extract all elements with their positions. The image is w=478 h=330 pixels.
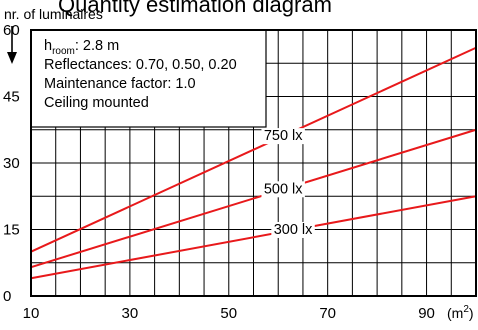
y-tick-label: 45	[3, 89, 20, 106]
info-h-room: hroom: 2.8 m	[44, 38, 119, 57]
tick-labels: 0 15 30 45 60 10 30 50 70 90	[3, 22, 435, 322]
x-tick-label: 10	[23, 305, 40, 322]
series-line-750-lx	[30, 46, 477, 253]
y-tick-label: 15	[3, 222, 20, 239]
series-label-background	[271, 221, 315, 238]
series-labels: 750 lx 500 lx 300 lx	[261, 128, 315, 238]
y-tick-label: 0	[3, 288, 11, 305]
x-tick-label: 70	[319, 305, 336, 322]
x-axis-unit: (m2)	[447, 304, 474, 321]
info-mounting: Ceiling mounted	[44, 95, 149, 111]
x-tick-label: 50	[220, 305, 237, 322]
series-line-500-lx	[30, 128, 477, 269]
y-axis-arrow	[7, 26, 17, 64]
info-reflectances: Reflectances: 0.70, 0.50, 0.20	[44, 57, 237, 73]
series-label-300-lx: 300 lx	[274, 222, 313, 238]
series-label-750-lx: 750 lx	[264, 128, 303, 144]
info-box-frame	[30, 29, 267, 128]
series-label-background	[261, 181, 305, 198]
y-tick-label: 30	[3, 155, 20, 172]
series-label-background	[261, 128, 305, 145]
y-axis-label: nr. of luminaires	[4, 6, 103, 22]
chart-title: Quantity estimation diagram	[58, 0, 332, 17]
series-label-500-lx: 500 lx	[264, 181, 303, 197]
info-box: hroom: 2.8 m Reflectances: 0.70, 0.50, 0…	[30, 29, 267, 128]
series-line-300-lx	[30, 195, 477, 280]
plot-frame	[30, 29, 477, 297]
y-tick-label: 60	[3, 22, 20, 39]
x-tick-label: 90	[418, 305, 435, 322]
series-lines	[30, 46, 477, 280]
x-tick-label: 30	[122, 305, 139, 322]
info-maintenance-factor: Maintenance factor: 1.0	[44, 76, 196, 92]
